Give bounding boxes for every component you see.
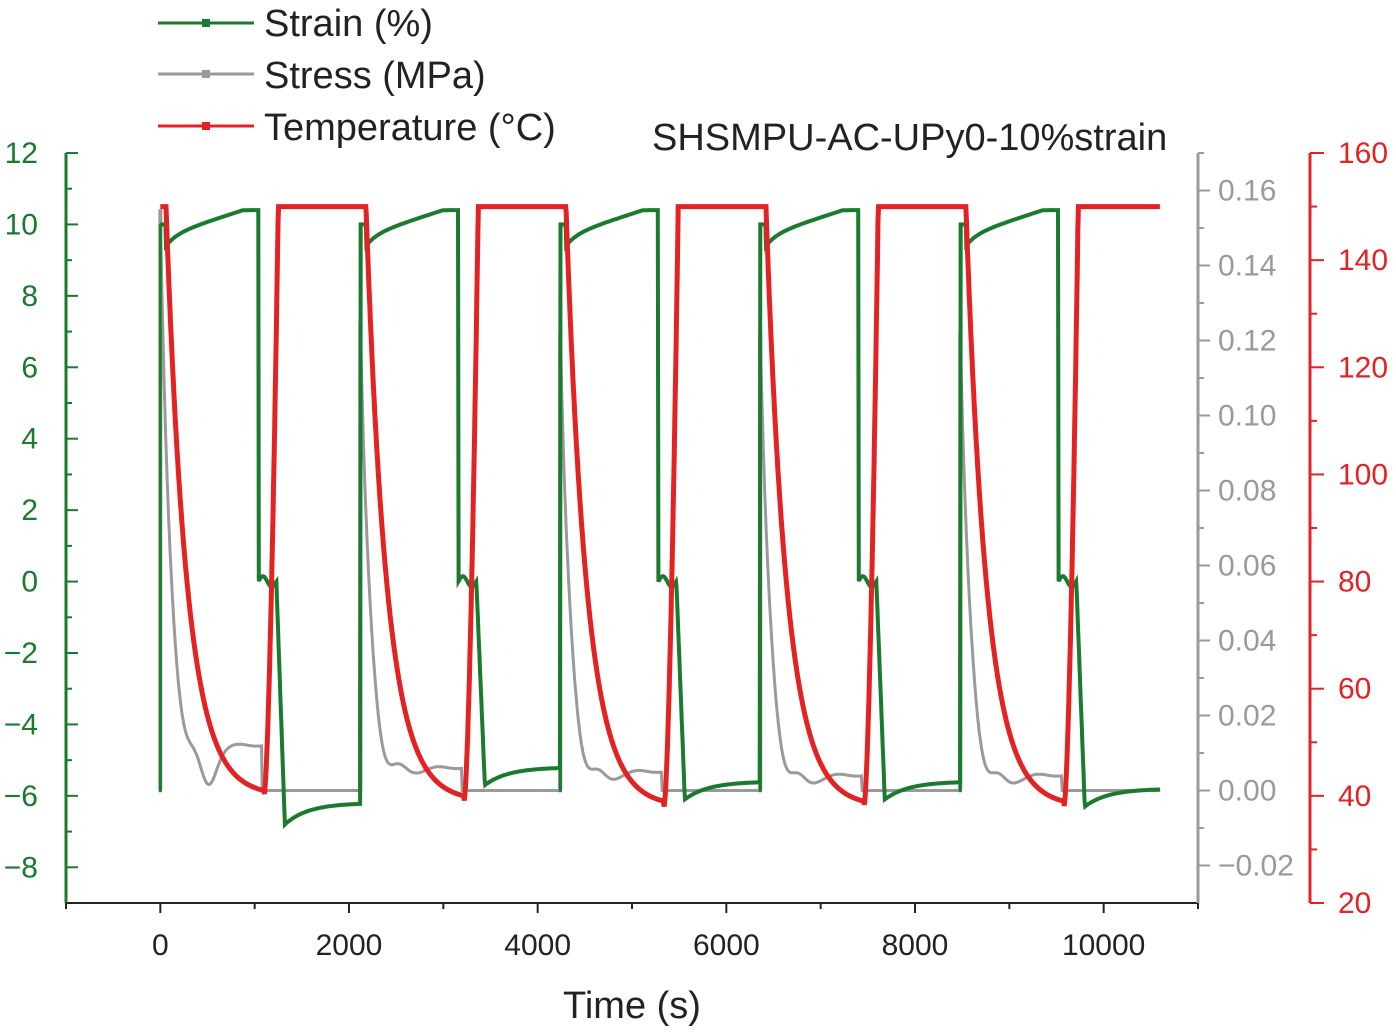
strain-series bbox=[158, 208, 1160, 830]
temperature-tick-label: 60 bbox=[1338, 673, 1371, 706]
stress-tick-label: 0.04 bbox=[1218, 625, 1276, 658]
temperature-series bbox=[160, 204, 1160, 807]
legend-label-strain: Strain (%) bbox=[264, 3, 433, 45]
x-tick-label: 10000 bbox=[1062, 929, 1145, 962]
legend-label-stress: Stress (MPa) bbox=[264, 55, 486, 97]
temperature-tick-label: 140 bbox=[1338, 244, 1388, 277]
left-tick-label: 6 bbox=[21, 351, 38, 384]
temperature-tick-label: 20 bbox=[1338, 887, 1371, 920]
left-tick-label: 2 bbox=[21, 494, 38, 527]
legend-entry-temperature: Temperature (°C) bbox=[158, 107, 556, 149]
left-tick-label: 10 bbox=[5, 208, 38, 241]
stress-tick-label: 0.00 bbox=[1218, 775, 1276, 808]
left-tick-label: −8 bbox=[4, 851, 38, 884]
left-tick-label: −2 bbox=[4, 637, 38, 670]
legend-marker-temperature bbox=[202, 122, 210, 130]
stress-tick-label: 0.08 bbox=[1218, 475, 1276, 508]
temperature-tick-label: 80 bbox=[1338, 566, 1371, 599]
x-tick-label: 0 bbox=[152, 929, 169, 962]
left-tick-label: 8 bbox=[21, 280, 38, 313]
temperature-tick-label: 120 bbox=[1338, 351, 1388, 384]
strain-line bbox=[160, 208, 1160, 830]
legend: Strain (%) Stress (MPa) Temperature (°C) bbox=[158, 3, 556, 149]
temperature-tick-label: 100 bbox=[1338, 458, 1388, 491]
stress-tick-label: 0.16 bbox=[1218, 175, 1276, 208]
left-tick-label: −4 bbox=[4, 708, 38, 741]
series-layer bbox=[158, 204, 1161, 830]
stress-tick-label: 0.12 bbox=[1218, 325, 1276, 358]
legend-entry-strain: Strain (%) bbox=[158, 3, 433, 45]
x-tick-label: 2000 bbox=[316, 929, 383, 962]
legend-marker-strain bbox=[202, 19, 210, 27]
legend-marker-stress bbox=[202, 70, 210, 78]
left-tick-label: 0 bbox=[21, 566, 38, 599]
x-axis-label: Time (s) bbox=[563, 985, 701, 1027]
temperature-line bbox=[160, 204, 1160, 807]
left-tick-label: 4 bbox=[21, 423, 38, 456]
left-tick-label: −6 bbox=[4, 780, 38, 813]
stress-tick-label: −0.02 bbox=[1218, 850, 1294, 883]
stress-series bbox=[158, 209, 1161, 792]
x-tick-label: 8000 bbox=[882, 929, 949, 962]
left-tick-label: 12 bbox=[5, 137, 38, 170]
x-tick-label: 4000 bbox=[504, 929, 571, 962]
stress-tick-label: 0.02 bbox=[1218, 700, 1276, 733]
stress-tick-label: 0.06 bbox=[1218, 550, 1276, 583]
temperature-tick-label: 160 bbox=[1338, 137, 1388, 170]
x-tick-label: 6000 bbox=[693, 929, 760, 962]
axis-layer: 0 2000 4000 6000 8000 10000 −8 −6 −4 −2 0 2 4 6 8 10 12 −… bbox=[4, 137, 1388, 962]
temperature-tick-label: 40 bbox=[1338, 780, 1371, 813]
stress-line bbox=[158, 209, 1161, 792]
stress-tick-label: 0.14 bbox=[1218, 250, 1276, 283]
legend-label-temperature: Temperature (°C) bbox=[264, 107, 556, 149]
legend-entry-stress: Stress (MPa) bbox=[158, 55, 486, 97]
chart-title: SHSMPU-AC-UPy0-10%strain bbox=[652, 117, 1167, 159]
stress-tick-label: 0.10 bbox=[1218, 400, 1276, 433]
